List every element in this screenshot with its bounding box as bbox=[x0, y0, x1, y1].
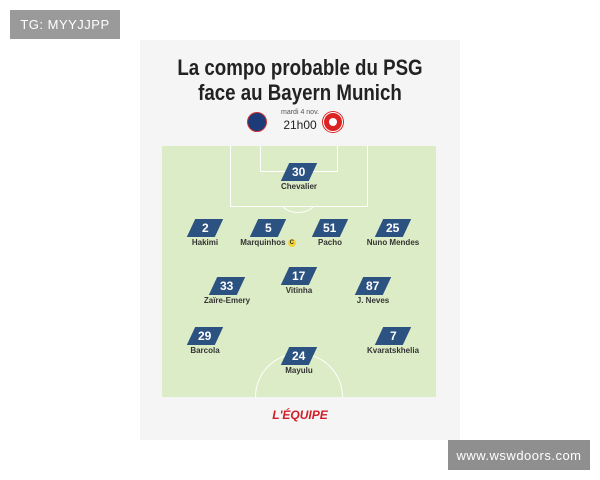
player-name-row: Mayulu bbox=[259, 366, 339, 375]
player-number-badge: 2 bbox=[186, 219, 224, 237]
player-name-row: Pacho bbox=[290, 238, 370, 247]
player-name-row: Chevalier bbox=[259, 182, 339, 191]
player: 17 Vitinha bbox=[259, 267, 339, 295]
player-name-row: Zaïre-Emery bbox=[187, 296, 267, 305]
watermark-bottom: www.wswdoors.com bbox=[448, 440, 590, 470]
player-name: Marquinhos bbox=[240, 238, 286, 247]
player-name-row: Kvaratskhelia bbox=[353, 346, 433, 355]
player-number: 51 bbox=[323, 221, 337, 235]
player-number: 7 bbox=[389, 329, 397, 343]
player-number-badge: 24 bbox=[280, 347, 318, 365]
player-number: 29 bbox=[198, 329, 212, 343]
player-number-badge: 30 bbox=[280, 163, 318, 181]
player-number: 17 bbox=[292, 269, 306, 283]
player-number: 5 bbox=[264, 221, 272, 235]
player-name: Hakimi bbox=[191, 238, 219, 247]
player-name: Barcola bbox=[190, 346, 220, 355]
player-number: 25 bbox=[386, 221, 400, 235]
player-name: J. Neves bbox=[356, 296, 390, 305]
player-name: Mayulu bbox=[285, 366, 313, 375]
page-title: La compo probable du PSG face au Bayern M… bbox=[164, 55, 436, 105]
title-line-1: La compo probable du PSG bbox=[177, 55, 423, 80]
player-name-row: Vitinha bbox=[259, 286, 339, 295]
player: 30 Chevalier bbox=[259, 163, 339, 191]
player-name-row: Hakimi bbox=[165, 238, 245, 247]
player: 87 J. Neves bbox=[333, 277, 413, 305]
bayern-logo-icon bbox=[323, 112, 343, 132]
player-name-row: Marquinhos C bbox=[228, 238, 308, 247]
player-number: 87 bbox=[366, 279, 380, 293]
player: 5 Marquinhos C bbox=[228, 219, 308, 247]
player-number-badge: 33 bbox=[208, 277, 246, 295]
player: 51 Pacho bbox=[290, 219, 370, 247]
player: 7 Kvaratskhelia bbox=[353, 327, 433, 355]
player-name: Vitinha bbox=[285, 286, 313, 295]
match-time: 21h00 bbox=[283, 118, 317, 132]
player-name-row: J. Neves bbox=[333, 296, 413, 305]
player-number: 24 bbox=[292, 349, 306, 363]
player-number-badge: 87 bbox=[354, 277, 392, 295]
match-date: mardi 4 nov. bbox=[281, 109, 319, 116]
player: 29 Barcola bbox=[165, 327, 245, 355]
player: 24 Mayulu bbox=[259, 347, 339, 375]
lineup-card: La compo probable du PSG face au Bayern M… bbox=[140, 40, 460, 440]
player-name: Kvaratskhelia bbox=[366, 346, 420, 355]
player-name-row: Nuno Mendes bbox=[353, 238, 433, 247]
player-number: 30 bbox=[292, 165, 306, 179]
captain-badge-icon: C bbox=[287, 238, 296, 247]
player-number-badge: 5 bbox=[249, 219, 287, 237]
player-name: Zaïre-Emery bbox=[203, 296, 251, 305]
player-name: Nuno Mendes bbox=[366, 238, 420, 247]
player: 25 Nuno Mendes bbox=[353, 219, 433, 247]
player: 33 Zaïre-Emery bbox=[187, 277, 267, 305]
player-name-row: Barcola bbox=[165, 346, 245, 355]
player-name: Pacho bbox=[317, 238, 342, 247]
watermark-top: TG: MYYJJPP bbox=[10, 10, 120, 39]
player-number-badge: 25 bbox=[374, 219, 412, 237]
player-number-badge: 17 bbox=[280, 267, 318, 285]
player-number: 33 bbox=[220, 279, 234, 293]
player-name: Chevalier bbox=[280, 182, 318, 191]
player-number-badge: 7 bbox=[374, 327, 412, 345]
lequipe-logo: L'ÉQUIPE bbox=[272, 408, 328, 422]
player-number-badge: 29 bbox=[186, 327, 224, 345]
player-number: 2 bbox=[201, 221, 209, 235]
psg-logo-icon bbox=[247, 112, 267, 132]
player: 2 Hakimi bbox=[165, 219, 245, 247]
player-number-badge: 51 bbox=[311, 219, 349, 237]
title-line-2: face au Bayern Munich bbox=[198, 80, 402, 105]
